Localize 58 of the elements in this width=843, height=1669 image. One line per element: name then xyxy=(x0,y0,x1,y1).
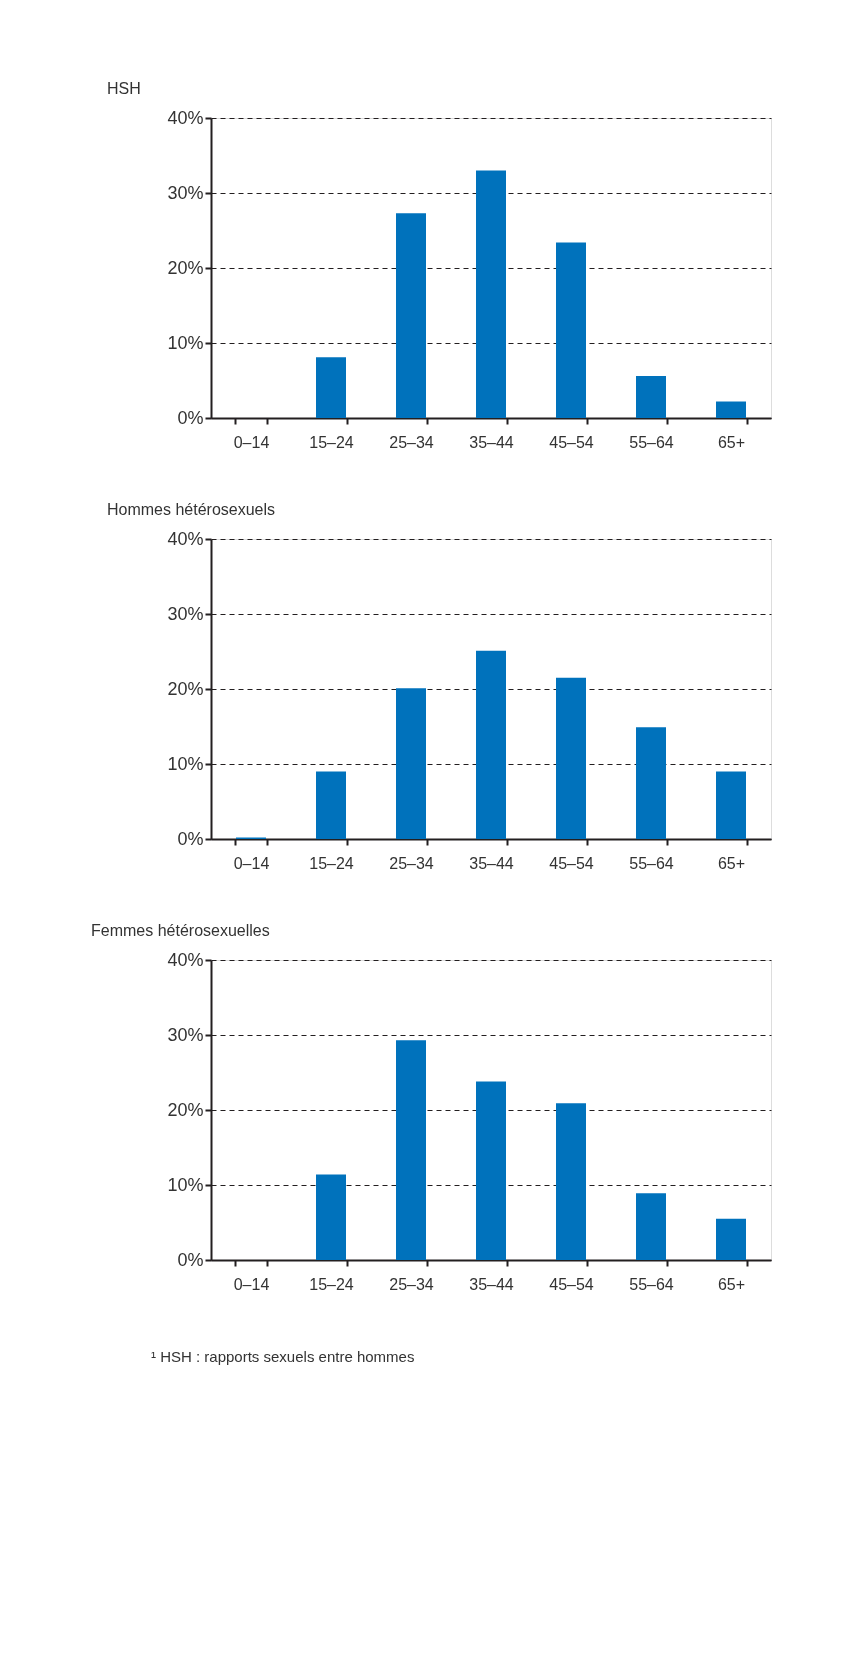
x-tick-label: 0–14 xyxy=(233,854,270,872)
x-tick-label: 65+ xyxy=(717,854,746,872)
bar xyxy=(396,213,426,418)
x-tick-label: 55–64 xyxy=(629,854,674,872)
x-tick-label: 45–54 xyxy=(549,854,594,872)
y-tick-label: 10% xyxy=(167,332,204,353)
x-tick-label: 25–34 xyxy=(389,1275,434,1293)
bar xyxy=(716,401,746,418)
x-tick-label: 0–14 xyxy=(233,433,270,451)
bar xyxy=(716,771,746,839)
bar xyxy=(476,650,506,839)
bar xyxy=(316,771,346,839)
y-tick-label: 20% xyxy=(167,1099,204,1120)
bar xyxy=(556,1103,586,1260)
bar xyxy=(396,688,426,839)
chart-title: HSH xyxy=(106,80,141,97)
x-tick-label: 0–14 xyxy=(233,1275,270,1293)
chart-title: Hommes hétérosexuels xyxy=(106,501,276,518)
y-tick-label: 0% xyxy=(177,828,204,849)
chart-title: Femmes hétérosexuelles xyxy=(91,922,270,939)
y-tick-label: 10% xyxy=(167,753,204,774)
y-tick-label: 20% xyxy=(167,678,204,699)
x-tick-label: 65+ xyxy=(717,1275,746,1293)
bar xyxy=(476,1081,506,1260)
bar xyxy=(316,1174,346,1260)
x-tick-label: 65+ xyxy=(717,433,746,451)
y-tick-label: 0% xyxy=(177,1249,204,1270)
x-tick-label: 55–64 xyxy=(629,433,674,451)
bar xyxy=(476,170,506,418)
bar xyxy=(636,727,666,839)
bar xyxy=(716,1218,746,1260)
y-tick-label: 20% xyxy=(167,257,204,278)
y-tick-label: 10% xyxy=(167,1174,204,1195)
x-tick-label: 25–34 xyxy=(389,433,434,451)
y-tick-label: 30% xyxy=(167,1024,204,1045)
bar xyxy=(636,376,666,418)
bar xyxy=(316,357,346,418)
bar xyxy=(556,242,586,418)
x-tick-label: 45–54 xyxy=(549,433,594,451)
bar xyxy=(396,1040,426,1260)
text: ¹ HSH : rapports sexuels entre hommes xyxy=(151,1348,415,1365)
x-tick-label: 15–24 xyxy=(309,854,354,872)
x-tick-label: 15–24 xyxy=(309,433,354,451)
y-tick-label: 40% xyxy=(167,107,204,128)
x-tick-label: 35–44 xyxy=(469,854,514,872)
x-tick-label: 55–64 xyxy=(629,1275,674,1293)
bar xyxy=(556,677,586,839)
bar xyxy=(636,1193,666,1260)
x-tick-label: 25–34 xyxy=(389,854,434,872)
y-tick-label: 40% xyxy=(167,949,204,970)
y-tick-label: 40% xyxy=(167,528,204,549)
x-tick-label: 45–54 xyxy=(549,1275,594,1293)
x-tick-label: 35–44 xyxy=(469,1275,514,1293)
y-tick-label: 30% xyxy=(167,603,204,624)
x-tick-label: 35–44 xyxy=(469,433,514,451)
y-tick-label: 0% xyxy=(177,407,204,428)
y-tick-label: 30% xyxy=(167,182,204,203)
x-tick-label: 15–24 xyxy=(309,1275,354,1293)
